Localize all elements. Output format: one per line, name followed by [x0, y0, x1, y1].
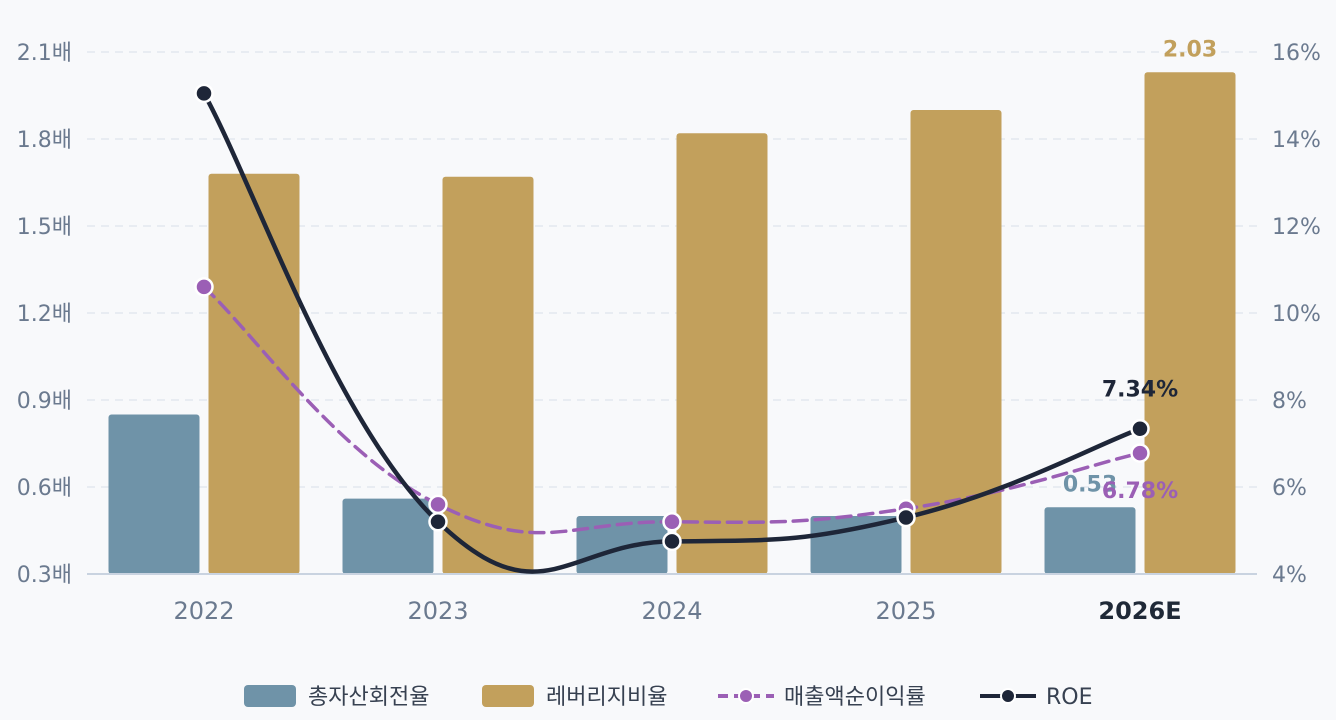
x-tick-label: 2024	[641, 597, 702, 625]
legend-label: 총자산회전율	[308, 685, 429, 710]
right-tick-label: 16%	[1272, 41, 1321, 66]
legend-item[interactable]: 총자산회전율	[244, 685, 429, 710]
turnover-bar	[576, 516, 668, 574]
legend-item[interactable]: 레버리지비율	[482, 685, 667, 710]
roe-point	[1130, 418, 1150, 439]
legend-swatch	[482, 685, 534, 707]
left-tick-label: 0.9배	[17, 389, 72, 414]
right-tick-label: 8%	[1272, 389, 1307, 414]
leverage-bar	[1144, 72, 1236, 575]
net-margin-point	[662, 512, 682, 532]
legend-swatch	[244, 685, 296, 707]
left-tick-label: 1.5배	[17, 215, 72, 240]
turnover-bar	[108, 414, 200, 574]
left-tick-label: 0.3배	[17, 563, 72, 588]
turnover-bar	[342, 498, 434, 574]
roe-data-label: 7.34%	[1102, 378, 1178, 403]
right-tick-label: 10%	[1272, 302, 1321, 327]
right-tick-label: 4%	[1272, 563, 1307, 588]
legend-item[interactable]: 매출액순이익률	[718, 685, 926, 710]
x-tick-label: 2023	[407, 597, 468, 625]
roe-point	[428, 512, 448, 532]
leverage-bar	[676, 133, 768, 574]
roe-point	[896, 507, 916, 528]
net-margin-point	[194, 277, 214, 297]
left-tick-label: 1.2배	[17, 302, 72, 327]
data-labels: 2.03 0.53 7.34% 6.78%	[1063, 37, 1217, 504]
leverage-data-label: 2.03	[1163, 37, 1217, 62]
right-tick-label: 6%	[1272, 476, 1307, 501]
net-margin-line	[202, 285, 1142, 535]
leverage-bar	[910, 110, 1002, 574]
bars	[108, 72, 1236, 575]
right-axis: 4% 6% 8% 10% 12% 14% 16%	[1272, 41, 1321, 588]
lines	[194, 83, 1150, 574]
leverage-bar	[442, 176, 534, 574]
net-margin-point	[1130, 443, 1150, 463]
roe-point	[662, 531, 682, 552]
turnover-bar	[1044, 507, 1136, 574]
left-axis: 0.3배 0.6배 0.9배 1.2배 1.5배 1.8배 2.1배	[17, 41, 72, 588]
legend: 총자산회전율 레버리지비율 매출액순이익률 ROE	[244, 685, 1093, 710]
leverage-bar	[208, 173, 300, 575]
legend-marker	[738, 688, 754, 704]
left-tick-label: 2.1배	[17, 41, 72, 66]
right-tick-label: 12%	[1272, 215, 1321, 240]
turnover-data-label: 0.53	[1063, 472, 1117, 497]
net-margin-point	[428, 494, 448, 515]
x-tick-label: 2026E	[1098, 597, 1181, 625]
x-tick-label: 2025	[875, 597, 936, 625]
legend-marker	[1000, 688, 1016, 704]
net-margin-data-label: 6.78%	[1102, 479, 1178, 504]
roe-line	[201, 91, 1143, 574]
turnover-bar	[810, 516, 902, 574]
legend-label: 매출액순이익률	[784, 685, 926, 710]
left-tick-label: 0.6배	[17, 476, 72, 501]
right-tick-label: 14%	[1272, 128, 1321, 153]
legend-label: ROE	[1046, 685, 1093, 710]
x-tick-label: 2022	[173, 597, 234, 625]
legend-item[interactable]: ROE	[980, 685, 1093, 710]
left-tick-label: 1.8배	[17, 128, 72, 153]
legend-label: 레버리지비율	[546, 685, 667, 710]
roe-point	[194, 83, 214, 104]
x-axis: 2022 2023 2024 2025 2026E	[173, 597, 1181, 625]
